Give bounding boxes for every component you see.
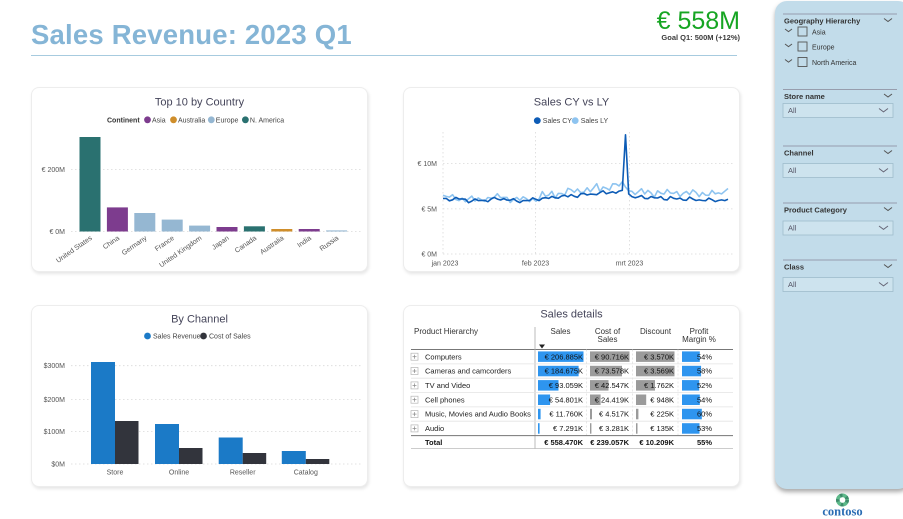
svg-text:$0M: $0M xyxy=(51,462,65,469)
svg-text:Sales LY: Sales LY xyxy=(581,118,609,125)
svg-text:Reseller: Reseller xyxy=(230,470,256,477)
svg-text:€ 0M: € 0M xyxy=(49,229,65,236)
svg-text:Continent: Continent xyxy=(107,117,140,124)
svg-text:Asia: Asia xyxy=(812,29,826,36)
svg-text:United States: United States xyxy=(55,235,94,265)
svg-text:Cameras and camcorders: Cameras and camcorders xyxy=(425,367,512,376)
svg-text:Canada: Canada xyxy=(234,235,258,255)
svg-text:Australia: Australia xyxy=(259,235,285,256)
svg-text:55%: 55% xyxy=(697,438,712,447)
svg-text:Catalog: Catalog xyxy=(294,470,318,477)
svg-text:All: All xyxy=(788,166,797,175)
svg-text:Music, Movies and Audio Books: Music, Movies and Audio Books xyxy=(425,410,531,419)
svg-text:€ 184.675K: € 184.675K xyxy=(545,367,583,376)
svg-text:€ 1.762K: € 1.762K xyxy=(644,381,674,390)
svg-text:All: All xyxy=(788,106,797,115)
svg-text:Germany: Germany xyxy=(121,235,149,258)
svg-text:€ 239.057K: € 239.057K xyxy=(590,438,629,447)
svg-text:Sales: Sales xyxy=(550,327,570,336)
svg-text:€ 24.419K: € 24.419K xyxy=(595,395,629,404)
svg-text:€ 73.578K: € 73.578K xyxy=(595,367,629,376)
svg-text:Australia: Australia xyxy=(178,117,205,124)
svg-text:Sales: Sales xyxy=(597,335,617,344)
svg-text:€ 206.885K: € 206.885K xyxy=(545,352,583,361)
svg-text:60%: 60% xyxy=(697,410,712,419)
svg-text:€ 54.801K: € 54.801K xyxy=(549,395,583,404)
svg-text:53%: 53% xyxy=(697,424,712,433)
svg-text:Store name: Store name xyxy=(784,92,825,101)
svg-text:Geography Hierarchy: Geography Hierarchy xyxy=(784,17,861,26)
svg-text:feb 2023: feb 2023 xyxy=(522,261,549,268)
svg-text:Sales CY vs LY: Sales CY vs LY xyxy=(534,96,610,108)
svg-text:€ 0M: € 0M xyxy=(421,252,437,259)
svg-text:€ 3.281K: € 3.281K xyxy=(599,424,629,433)
svg-text:Product Category: Product Category xyxy=(784,206,848,215)
svg-text:$200M: $200M xyxy=(44,397,66,404)
svg-text:€ 4.517K: € 4.517K xyxy=(599,410,629,419)
svg-text:Asia: Asia xyxy=(152,117,166,124)
svg-text:Top 10 by Country: Top 10 by Country xyxy=(155,96,245,108)
svg-text:Russia: Russia xyxy=(319,235,341,253)
svg-text:Discount: Discount xyxy=(640,327,672,336)
svg-text:Audio: Audio xyxy=(425,424,444,433)
svg-text:mrt 2023: mrt 2023 xyxy=(616,261,644,268)
svg-text:€ 93.059K: € 93.059K xyxy=(549,381,583,390)
svg-text:€ 3.569K: € 3.569K xyxy=(644,367,674,376)
svg-text:North America: North America xyxy=(812,60,856,67)
svg-text:jan 2023: jan 2023 xyxy=(431,261,459,268)
svg-text:Computers: Computers xyxy=(425,352,462,361)
svg-text:Profit: Profit xyxy=(690,327,709,336)
svg-text:Margin %: Margin % xyxy=(682,335,716,344)
svg-text:China: China xyxy=(102,235,121,251)
svg-text:Total: Total xyxy=(425,438,442,447)
svg-text:€ 10.209K: € 10.209K xyxy=(639,438,674,447)
svg-text:€ 200M: € 200M xyxy=(42,167,66,174)
svg-text:All: All xyxy=(788,280,797,289)
svg-text:All: All xyxy=(788,224,797,233)
svg-text:52%: 52% xyxy=(697,381,712,390)
svg-text:Sales Revenue: Sales Revenue xyxy=(153,334,201,341)
svg-text:€ 225K: € 225K xyxy=(650,410,674,419)
svg-text:€ 5M: € 5M xyxy=(421,206,437,213)
svg-text:Europe: Europe xyxy=(216,117,239,124)
svg-text:Sales details: Sales details xyxy=(540,309,603,321)
svg-text:€ 10M: € 10M xyxy=(418,161,438,168)
svg-text:€ 948K: € 948K xyxy=(650,395,674,404)
svg-text:Cost of Sales: Cost of Sales xyxy=(209,334,251,341)
svg-text:India: India xyxy=(296,235,313,250)
svg-text:contoso: contoso xyxy=(822,505,862,519)
svg-text:$100M: $100M xyxy=(44,429,66,436)
svg-text:€ 90.716K: € 90.716K xyxy=(595,352,629,361)
svg-text:Cell phones: Cell phones xyxy=(425,395,465,404)
svg-text:Japan: Japan xyxy=(211,235,231,252)
svg-text:58%: 58% xyxy=(697,367,712,376)
svg-text:54%: 54% xyxy=(697,395,712,404)
svg-text:$300M: $300M xyxy=(44,363,66,370)
svg-text:TV and Video: TV and Video xyxy=(425,381,470,390)
svg-text:Online: Online xyxy=(169,470,189,477)
svg-text:Product Hierarchy: Product Hierarchy xyxy=(414,327,478,336)
svg-text:Store: Store xyxy=(107,470,124,477)
svg-text:Cost of: Cost of xyxy=(595,327,621,336)
svg-text:Class: Class xyxy=(784,263,804,272)
svg-text:€ 11.760K: € 11.760K xyxy=(549,410,583,419)
svg-text:France: France xyxy=(154,235,176,253)
svg-text:€ 135K: € 135K xyxy=(650,424,674,433)
svg-text:Europe: Europe xyxy=(812,44,835,51)
svg-text:N. America: N. America xyxy=(250,117,284,124)
svg-text:€ 7.291K: € 7.291K xyxy=(553,424,583,433)
svg-text:€ 3.570K: € 3.570K xyxy=(644,352,674,361)
svg-text:€ 42.547K: € 42.547K xyxy=(595,381,629,390)
svg-text:Channel: Channel xyxy=(784,149,814,158)
svg-text:Sales CY: Sales CY xyxy=(543,118,573,125)
svg-text:€ 558.470K: € 558.470K xyxy=(544,438,583,447)
svg-text:54%: 54% xyxy=(697,352,712,361)
svg-text:By Channel: By Channel xyxy=(171,314,228,326)
